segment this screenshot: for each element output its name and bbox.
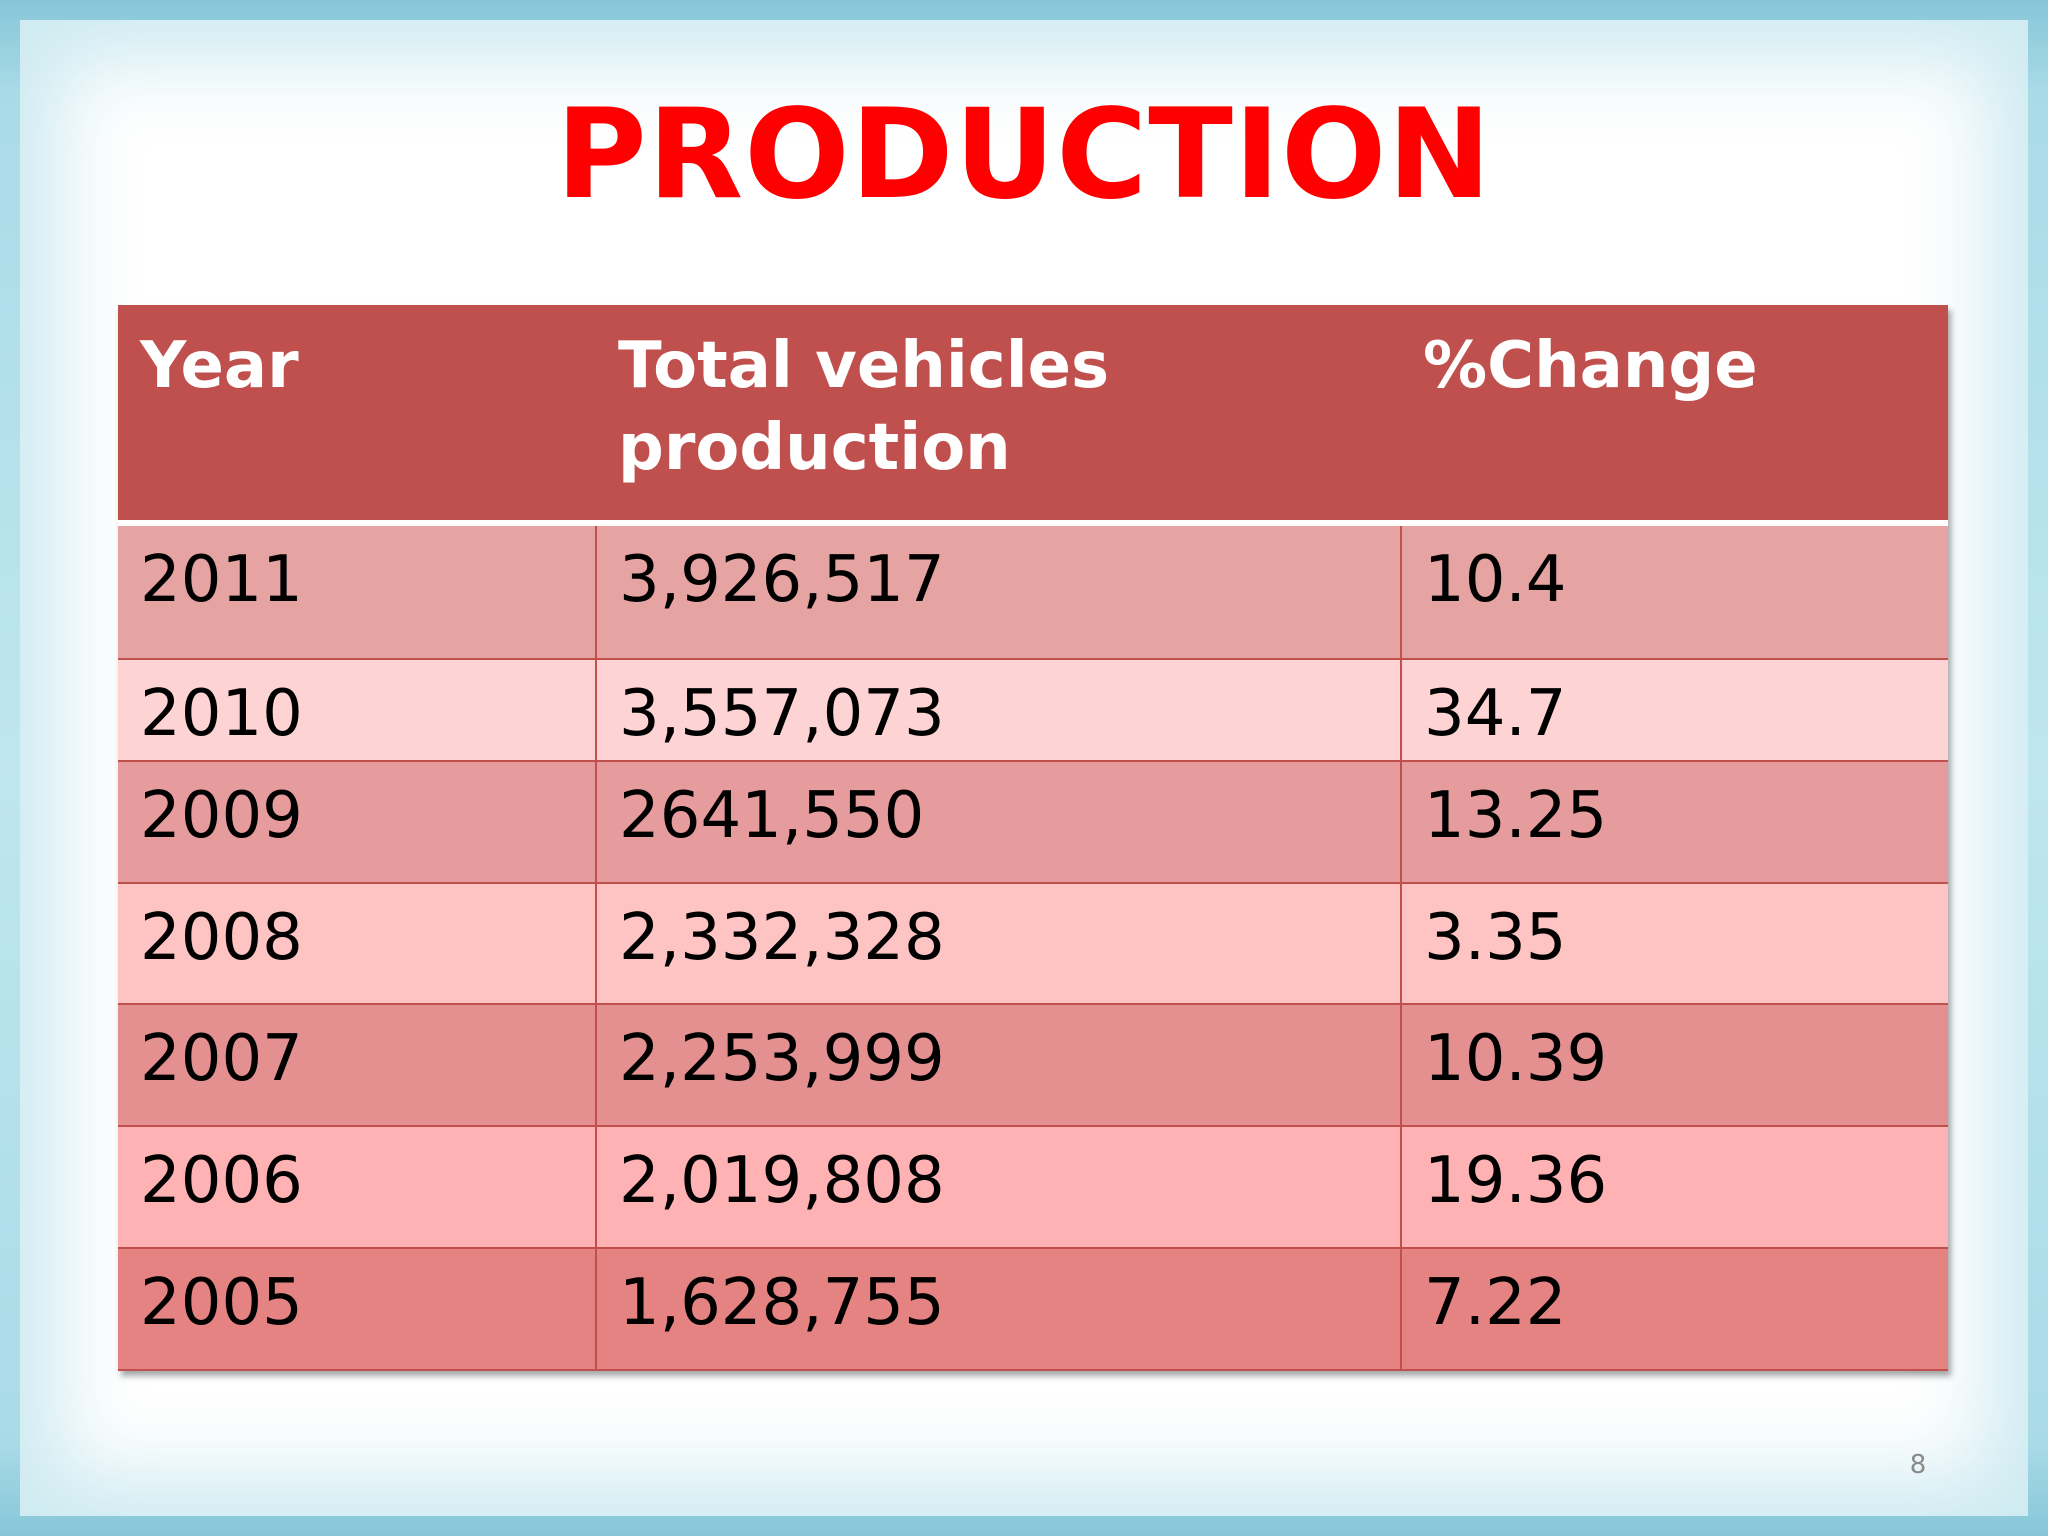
cell-year: 2006 (118, 1125, 597, 1249)
cell-total: 2,019,808 (595, 1125, 1402, 1249)
table-row: 2010 3,557,073 34.7 (118, 658, 1948, 762)
table-row: 2011 3,926,517 10.4 (118, 522, 1948, 660)
header-year: Year (118, 305, 596, 526)
cell-change: 10.39 (1400, 1003, 1948, 1127)
table-row: 2005 1,628,755 7.22 (118, 1247, 1948, 1371)
header-percent-change: %Change (1401, 305, 1948, 526)
cell-total: 2,253,999 (595, 1003, 1402, 1127)
cell-change: 10.4 (1400, 522, 1948, 660)
table-row: 2007 2,253,999 10.39 (118, 1003, 1948, 1127)
cell-total: 3,926,517 (595, 522, 1402, 660)
cell-total: 3,557,073 (595, 658, 1402, 762)
cell-total: 2,332,328 (595, 882, 1402, 1005)
cell-year: 2011 (118, 522, 597, 660)
page-number: 8 (1909, 1450, 1927, 1480)
cell-change: 34.7 (1400, 658, 1948, 762)
table-row: 2006 2,019,808 19.36 (118, 1125, 1948, 1249)
cell-change: 3.35 (1400, 882, 1948, 1005)
cell-change: 19.36 (1400, 1125, 1948, 1249)
cell-year: 2009 (118, 760, 597, 884)
cell-year: 2007 (118, 1003, 597, 1127)
cell-year: 2010 (118, 658, 597, 762)
table-header-row: Year Total vehicles production %Change (118, 305, 1948, 526)
table-row: 2009 2641,550 13.25 (118, 760, 1948, 884)
cell-year: 2008 (118, 882, 597, 1005)
cell-year: 2005 (118, 1247, 597, 1371)
header-total-vehicles-production: Total vehicles production (596, 305, 1401, 526)
slide-title: PRODUCTION (555, 83, 1493, 227)
cell-change: 7.22 (1400, 1247, 1948, 1371)
cell-change: 13.25 (1400, 760, 1948, 884)
cell-total: 2641,550 (595, 760, 1402, 884)
cell-total: 1,628,755 (595, 1247, 1402, 1371)
table-row: 2008 2,332,328 3.35 (118, 882, 1948, 1005)
production-table: Year Total vehicles production %Change 2… (118, 305, 1948, 1371)
